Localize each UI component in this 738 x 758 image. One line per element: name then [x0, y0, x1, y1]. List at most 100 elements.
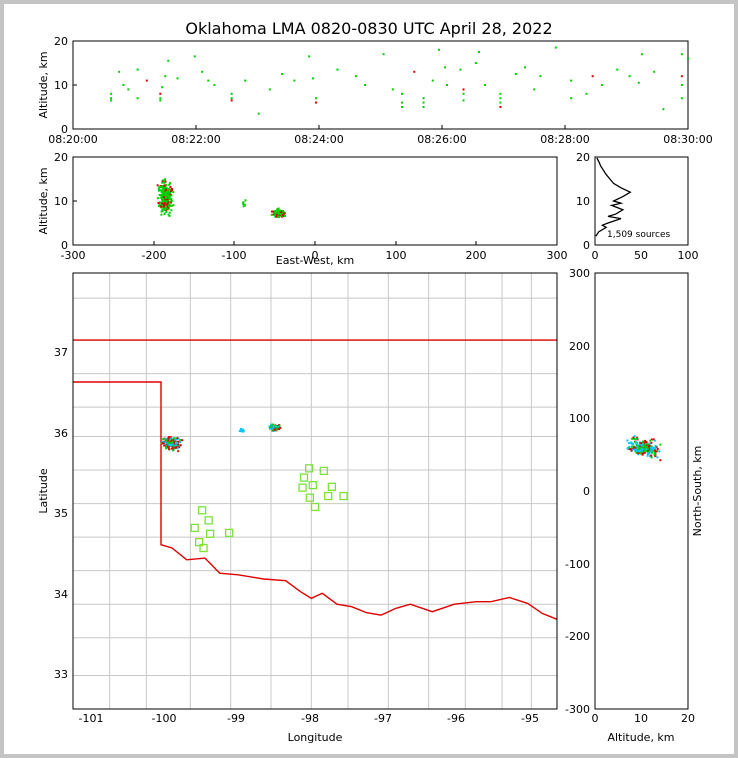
- north-south-source: [649, 455, 652, 458]
- time-height-source: [230, 97, 233, 100]
- east-west-source: [277, 207, 280, 210]
- east-west-source: [163, 181, 166, 184]
- north-south-source: [641, 445, 644, 448]
- map-source: [173, 438, 176, 441]
- north-south-source: [655, 450, 658, 453]
- east-west-source: [162, 204, 165, 207]
- time-height-source: [382, 53, 385, 56]
- time-height-source: [136, 68, 139, 71]
- north-south-ytick: -100: [565, 558, 590, 571]
- east-west-source: [168, 182, 171, 185]
- time-height-source: [437, 48, 440, 51]
- map-source: [273, 428, 276, 431]
- north-south-source: [634, 437, 637, 440]
- east-west-ytick: 10: [54, 195, 68, 208]
- time-height-source: [161, 86, 164, 89]
- time-height-ylabel: Altitude, km: [37, 51, 50, 118]
- time-height-source: [591, 75, 594, 78]
- east-west-source: [281, 210, 284, 213]
- east-west-source: [169, 190, 172, 193]
- north-south-source: [652, 438, 655, 441]
- east-west-source: [270, 210, 273, 213]
- east-west-source: [171, 188, 174, 191]
- east-west-source: [172, 191, 175, 194]
- north-south-xtick: 20: [681, 712, 695, 725]
- east-west-ylabel: Altitude, km: [37, 167, 50, 234]
- east-west-source: [244, 199, 247, 202]
- map-source: [275, 428, 278, 431]
- north-south-source: [650, 456, 653, 459]
- east-west-source: [165, 210, 168, 213]
- north-south-source: [633, 446, 636, 449]
- lma-station: [339, 491, 348, 501]
- east-west-source: [161, 180, 164, 183]
- time-height-ytick: 20: [54, 35, 68, 48]
- map-source: [271, 427, 274, 430]
- east-west-source: [160, 190, 163, 193]
- lma-station: [319, 466, 328, 476]
- map-source: [165, 447, 168, 450]
- map-source: [165, 439, 168, 442]
- north-south-ytick: -200: [565, 630, 590, 643]
- map-source: [276, 426, 279, 429]
- time-height-source: [570, 97, 573, 100]
- time-height-ytick: 0: [61, 123, 68, 136]
- east-west-source: [157, 202, 160, 205]
- north-south-source: [646, 451, 649, 454]
- map-source: [176, 443, 179, 446]
- time-height-source: [637, 81, 640, 84]
- north-south-source: [650, 445, 653, 448]
- north-south-source: [633, 437, 636, 440]
- north-south-source: [656, 450, 659, 453]
- map-source: [177, 440, 180, 443]
- map-source: [240, 430, 243, 433]
- east-west-source: [165, 201, 168, 204]
- north-south-xlabel: Altitude, km: [607, 731, 674, 744]
- north-south-source: [639, 451, 642, 454]
- time-height-source: [167, 59, 170, 62]
- time-height-source: [201, 70, 204, 73]
- east-west-frame: [72, 156, 558, 246]
- north-south-source: [659, 459, 662, 462]
- east-west-xtick: -100: [222, 249, 247, 262]
- map-source: [170, 437, 173, 440]
- east-west-source: [167, 193, 170, 196]
- north-south-source: [656, 456, 659, 459]
- map-source: [173, 437, 176, 440]
- north-south-source: [635, 448, 638, 451]
- lma-station: [298, 483, 307, 492]
- east-west-source: [275, 213, 278, 216]
- north-south-xtick: 10: [634, 712, 648, 725]
- north-south-source: [640, 444, 643, 447]
- time-height-source: [474, 62, 477, 64]
- oklahoma-state-border: [73, 339, 558, 620]
- east-west-source: [167, 204, 170, 207]
- east-west-source: [156, 184, 159, 187]
- time-height-ytick: 10: [54, 79, 68, 92]
- map-background: [73, 273, 557, 709]
- time-height-source: [401, 101, 404, 104]
- north-south-source: [643, 444, 646, 447]
- map-source: [167, 445, 170, 448]
- map-source: [278, 428, 281, 431]
- time-height-source: [499, 92, 502, 95]
- east-west-source: [159, 194, 162, 197]
- north-south-source: [630, 445, 633, 448]
- north-south-source: [628, 445, 631, 448]
- map-source: [160, 442, 163, 445]
- north-south-source: [645, 441, 648, 444]
- time-height-source: [314, 101, 317, 104]
- map-source: [171, 439, 174, 442]
- east-west-source: [278, 215, 281, 218]
- map-source: [164, 441, 167, 444]
- north-south-source: [626, 447, 629, 450]
- north-south-source: [654, 452, 657, 455]
- time-height-panel: Altitude, km 20 10 0 08:20:00 08:22:00 0…: [37, 35, 713, 146]
- east-west-source: [161, 199, 164, 202]
- histogram-xtick: 100: [678, 249, 699, 262]
- north-south-source: [643, 441, 646, 444]
- figure-canvas: Oklahoma LMA 0820-0830 UTC April 28, 202…: [37, 19, 713, 744]
- time-height-source: [213, 84, 216, 86]
- map-source: [270, 423, 273, 426]
- map-source: [239, 427, 242, 430]
